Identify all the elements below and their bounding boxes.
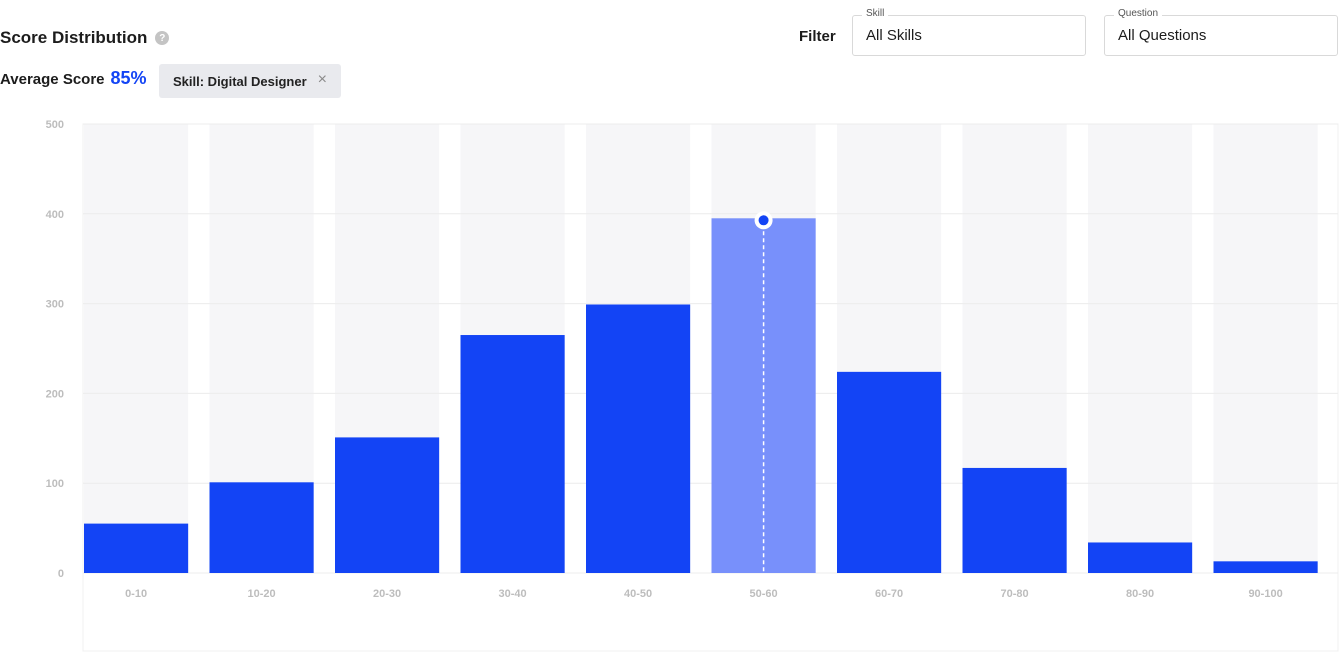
- help-icon[interactable]: ?: [155, 31, 170, 45]
- page-title: Score Distribution: [0, 28, 148, 47]
- skill-select[interactable]: Skill All Skills: [852, 8, 1086, 56]
- column-background: [1213, 124, 1318, 573]
- hover-marker: [758, 215, 769, 226]
- skill-filter-chip-label: Skill: Digital Designer: [173, 73, 307, 89]
- column-background: [1088, 124, 1193, 573]
- question-select-legend: Question: [1114, 8, 1163, 19]
- bar-60-70: [837, 371, 942, 573]
- x-tick-label: 40-50: [624, 588, 652, 600]
- y-tick-label: 0: [58, 568, 64, 580]
- skill-select-value: All Skills: [866, 27, 922, 44]
- close-icon[interactable]: ×: [317, 71, 327, 88]
- average-score-value: 85%: [110, 68, 147, 88]
- x-tick-label: 50-60: [750, 588, 778, 600]
- y-tick-label: 100: [46, 478, 64, 490]
- x-tick-label: 10-20: [248, 588, 276, 600]
- question-select-value: All Questions: [1118, 27, 1207, 44]
- x-tick-label: 30-40: [499, 588, 527, 600]
- x-tick-label: 70-80: [1001, 588, 1029, 600]
- y-tick-label: 400: [46, 209, 64, 221]
- average-score: Average Score 85%: [0, 68, 147, 89]
- x-tick-label: 90-100: [1248, 588, 1282, 600]
- average-score-label: Average Score: [0, 71, 105, 88]
- x-tick-label: 0-10: [125, 588, 147, 600]
- x-tick-label: 20-30: [373, 588, 401, 600]
- bar-80-90: [1088, 542, 1193, 573]
- question-select[interactable]: Question All Questions: [1104, 8, 1338, 56]
- bar-70-80: [962, 467, 1067, 573]
- filter-label: Filter: [799, 28, 836, 45]
- bar-10-20: [209, 482, 314, 573]
- score-distribution-chart: 0 100 200 300 400 500 0-10 10-20 20-30 30-40 40-50…: [46, 119, 1339, 652]
- bar-0-10: [84, 523, 189, 573]
- x-tick-label: 60-70: [875, 588, 903, 600]
- score-distribution-title: Score Distribution ?: [0, 28, 170, 48]
- bar-30-40: [460, 335, 565, 573]
- y-tick-label: 200: [46, 388, 64, 400]
- y-tick-label: 300: [46, 299, 64, 311]
- column-background: [84, 124, 189, 573]
- bar-90-100: [1213, 561, 1318, 573]
- y-tick-label: 500: [46, 119, 64, 131]
- bar-20-30: [335, 437, 440, 573]
- bar-40-50: [586, 304, 691, 573]
- skill-select-legend: Skill: [862, 8, 889, 19]
- x-tick-label: 80-90: [1126, 588, 1154, 600]
- skill-filter-chip: Skill: Digital Designer ×: [159, 64, 341, 98]
